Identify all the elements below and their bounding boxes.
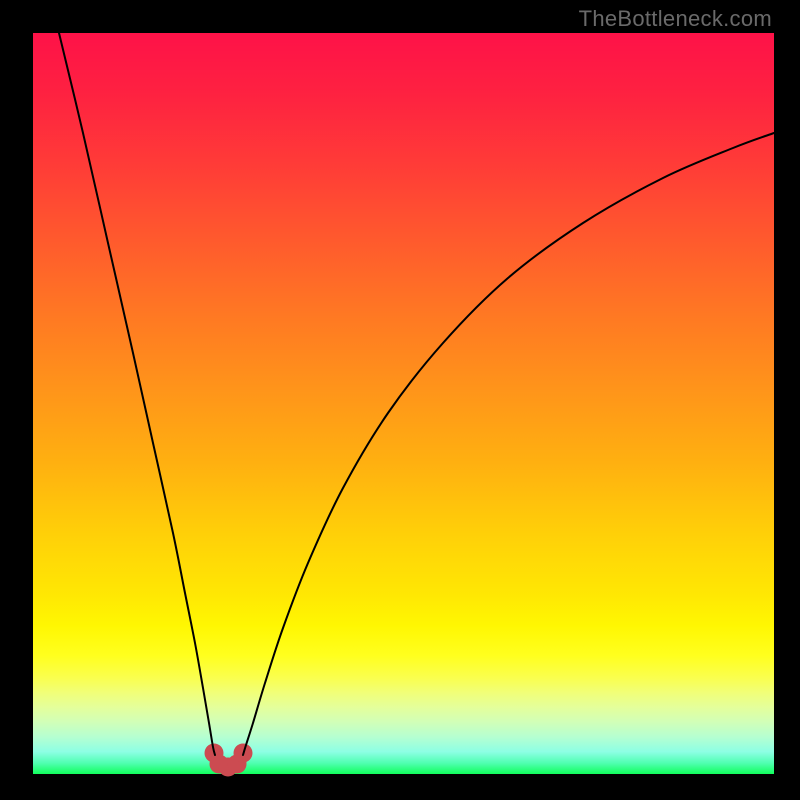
chart-area bbox=[33, 33, 774, 774]
image-root: { "canvas": { "width": 800, "height": 80… bbox=[0, 0, 800, 800]
watermark-text: TheBottleneck.com bbox=[579, 6, 772, 32]
right-curve bbox=[243, 133, 774, 755]
bottleneck-v-curve bbox=[33, 33, 774, 774]
left-curve bbox=[59, 33, 215, 755]
